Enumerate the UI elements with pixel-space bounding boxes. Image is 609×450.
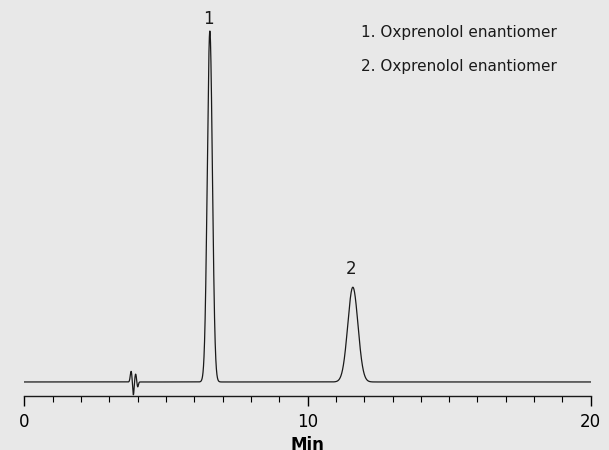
Text: 2: 2 bbox=[346, 261, 356, 279]
Text: 1: 1 bbox=[203, 9, 213, 27]
Text: 2. Oxprenolol enantiomer: 2. Oxprenolol enantiomer bbox=[361, 59, 557, 74]
X-axis label: Min: Min bbox=[290, 436, 325, 450]
Text: 1. Oxprenolol enantiomer: 1. Oxprenolol enantiomer bbox=[361, 25, 557, 40]
